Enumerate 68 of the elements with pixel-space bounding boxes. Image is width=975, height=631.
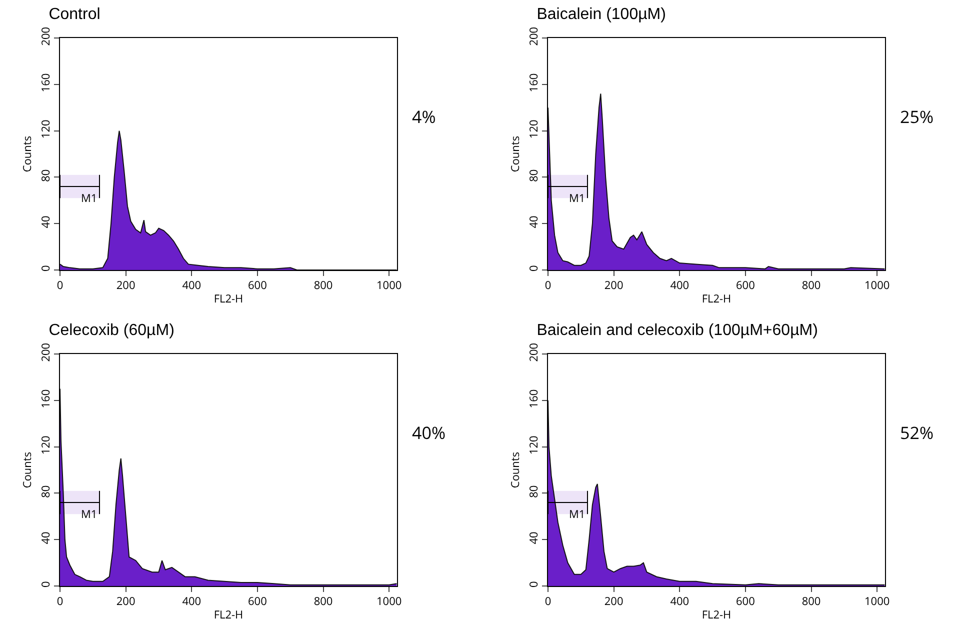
x-tick-label: 1000 <box>376 278 402 294</box>
x-tick-label: 200 <box>116 594 136 610</box>
x-tick-label: 1000 <box>376 594 402 610</box>
band-label: M1 <box>569 191 586 206</box>
y-tick-label: 200 <box>38 26 54 46</box>
y-tick-label: 160 <box>38 73 54 92</box>
y-tick-label: 200 <box>526 342 542 362</box>
x-tick-label: 800 <box>314 594 333 610</box>
text: 25% <box>900 105 934 128</box>
x-tick-label: 800 <box>802 594 821 610</box>
y-tick-label: 120 <box>38 120 54 139</box>
y-tick-label: 40 <box>526 216 542 228</box>
x-tick-label: 0 <box>56 594 64 610</box>
y-tick-label: 80 <box>38 169 54 182</box>
y-tick-label: 0 <box>526 581 542 588</box>
band-label: M1 <box>569 507 586 522</box>
y-tick-label: 120 <box>526 436 542 455</box>
y-tick-label: 80 <box>526 485 542 498</box>
x-tick-label: 800 <box>314 278 333 294</box>
x-tick-label: 400 <box>670 594 690 610</box>
y-tick-label: 40 <box>38 216 54 228</box>
text: 52% <box>900 421 934 444</box>
chart-title: Control <box>48 6 100 24</box>
x-axis-title: FL2-H <box>702 291 732 306</box>
x-tick-label: 200 <box>604 278 624 294</box>
y-tick-label: 40 <box>526 532 542 544</box>
x-axis-title: FL2-H <box>214 607 244 622</box>
y-axis-title: Counts <box>20 452 36 488</box>
y-axis-title: Counts <box>508 452 524 488</box>
x-tick-label: 600 <box>736 594 755 610</box>
band-label: M1 <box>81 191 98 206</box>
x-tick-label: 600 <box>736 278 755 294</box>
x-tick-label: 800 <box>802 278 821 294</box>
chart-title: Baicalein and celecoxib (100µM+60µM) <box>536 322 818 340</box>
text: 40% <box>412 421 446 444</box>
x-tick-label: 200 <box>604 594 624 610</box>
y-tick-label: 80 <box>38 485 54 498</box>
text: 4% <box>412 105 436 128</box>
y-tick-label: 0 <box>526 265 542 272</box>
x-tick-label: 0 <box>544 594 552 610</box>
y-tick-label: 200 <box>526 26 542 46</box>
band-label: M1 <box>81 507 98 522</box>
x-tick-label: 1000 <box>864 594 890 610</box>
y-tick-label: 160 <box>38 389 54 408</box>
x-axis-title: FL2-H <box>702 607 732 622</box>
x-tick-label: 1000 <box>864 278 890 294</box>
y-tick-label: 120 <box>526 120 542 139</box>
x-tick-label: 200 <box>116 278 136 294</box>
x-axis-title: FL2-H <box>214 291 244 306</box>
x-tick-label: 0 <box>544 278 552 294</box>
y-axis-title: Counts <box>20 136 36 172</box>
x-tick-label: 0 <box>56 278 64 294</box>
y-tick-label: 80 <box>526 169 542 182</box>
x-tick-label: 600 <box>248 278 267 294</box>
x-tick-label: 400 <box>182 594 202 610</box>
y-tick-label: 160 <box>526 73 542 92</box>
x-tick-label: 400 <box>182 278 202 294</box>
chart-title: Celecoxib (60µM) <box>48 322 174 340</box>
y-tick-label: 0 <box>38 265 54 272</box>
x-tick-label: 600 <box>248 594 267 610</box>
y-tick-label: 40 <box>38 532 54 544</box>
chart-title: Baicalein (100µM) <box>536 6 666 24</box>
y-axis-title: Counts <box>508 136 524 172</box>
y-tick-label: 120 <box>38 436 54 455</box>
y-tick-label: 0 <box>38 581 54 588</box>
y-tick-label: 160 <box>526 389 542 408</box>
x-tick-label: 400 <box>670 278 690 294</box>
y-tick-label: 200 <box>38 342 54 362</box>
